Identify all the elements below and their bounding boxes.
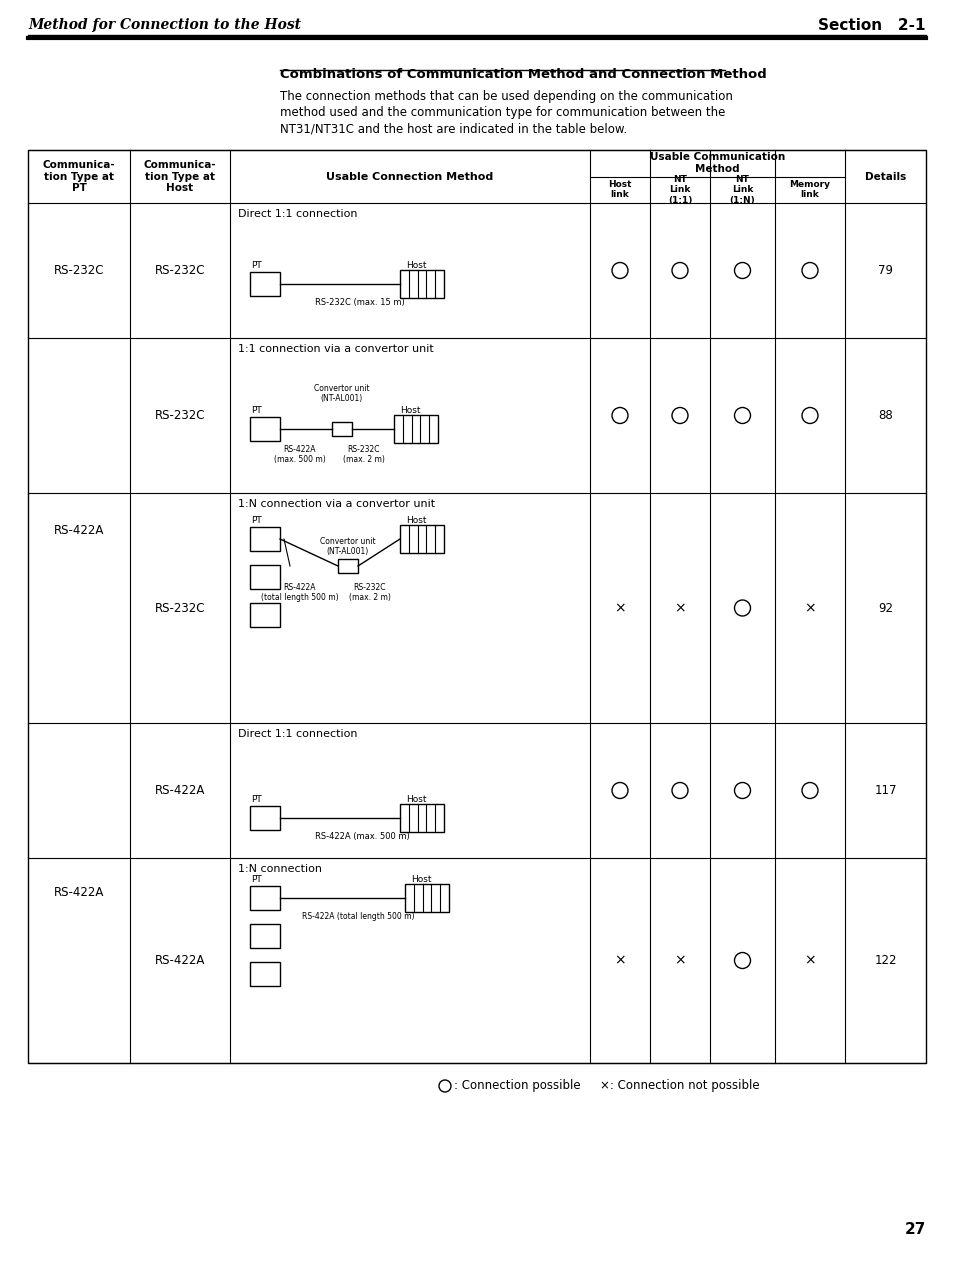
Text: 122: 122 — [873, 954, 896, 967]
Text: RS-232C
(max. 2 m): RS-232C (max. 2 m) — [343, 445, 384, 464]
Bar — [250, 273, 280, 295]
Text: 92: 92 — [877, 601, 892, 615]
Text: : Connection possible: : Connection possible — [454, 1079, 580, 1093]
Text: RS-422A: RS-422A — [53, 886, 104, 899]
Bar — [250, 604, 280, 626]
Text: ×: × — [803, 954, 815, 967]
Text: RS-422A (total length 500 m): RS-422A (total length 500 m) — [302, 912, 414, 921]
Text: Direct 1:1 connection: Direct 1:1 connection — [237, 729, 357, 739]
Text: Convertor unit
(NT-AL001): Convertor unit (NT-AL001) — [314, 384, 370, 403]
Text: 1:1 connection via a convertor unit: 1:1 connection via a convertor unit — [237, 344, 434, 354]
Text: ×: × — [674, 954, 685, 967]
Bar — [405, 884, 449, 912]
Text: Host: Host — [406, 795, 426, 804]
Text: 88: 88 — [877, 410, 892, 422]
Text: Details: Details — [864, 171, 905, 181]
Text: RS-422A
(max. 500 m): RS-422A (max. 500 m) — [274, 445, 326, 464]
Text: PT: PT — [251, 875, 261, 884]
Text: Convertor unit
(NT-AL001): Convertor unit (NT-AL001) — [320, 536, 375, 555]
Text: method used and the communication type for communication between the: method used and the communication type f… — [280, 107, 724, 119]
Bar — [250, 886, 280, 910]
Bar — [250, 924, 280, 948]
Text: RS-232C
(max. 2 m): RS-232C (max. 2 m) — [349, 583, 391, 602]
Text: The connection methods that can be used depending on the communication: The connection methods that can be used … — [280, 90, 732, 103]
Text: RS-422A
(total length 500 m): RS-422A (total length 500 m) — [261, 583, 338, 602]
Text: ×: × — [614, 601, 625, 615]
Text: Method for Connection to the Host: Method for Connection to the Host — [28, 18, 301, 32]
Text: PT: PT — [251, 406, 261, 415]
Text: RS-232C (max. 15 m): RS-232C (max. 15 m) — [314, 298, 404, 307]
Text: 1:N connection: 1:N connection — [237, 864, 322, 874]
Text: Memory
link: Memory link — [789, 180, 830, 199]
Bar — [250, 417, 280, 441]
Text: ×: × — [614, 954, 625, 967]
Text: Usable Communication
Method: Usable Communication Method — [649, 152, 784, 174]
Text: ×: × — [674, 601, 685, 615]
Text: PT: PT — [251, 516, 261, 525]
Text: Host
link: Host link — [608, 180, 631, 199]
Bar — [250, 566, 280, 590]
Bar — [337, 559, 357, 573]
Text: Communica-
tion Type at
PT: Communica- tion Type at PT — [43, 160, 115, 193]
Text: NT31/NT31C and the host are indicated in the table below.: NT31/NT31C and the host are indicated in… — [280, 122, 626, 134]
Text: 117: 117 — [873, 784, 896, 798]
Text: RS-232C: RS-232C — [154, 264, 205, 276]
Text: RS-422A (max. 500 m): RS-422A (max. 500 m) — [314, 832, 410, 841]
Bar — [399, 525, 443, 553]
Bar — [399, 270, 443, 298]
Text: Host: Host — [399, 406, 420, 415]
Text: RS-422A: RS-422A — [154, 784, 205, 798]
Bar — [332, 422, 352, 436]
Bar — [399, 804, 443, 832]
Text: Direct 1:1 connection: Direct 1:1 connection — [237, 209, 357, 219]
Text: Host: Host — [411, 875, 431, 884]
Text: 27: 27 — [903, 1222, 925, 1238]
Text: PT: PT — [251, 795, 261, 804]
Bar — [394, 415, 437, 443]
Text: 79: 79 — [877, 264, 892, 276]
Text: Combinations of Communication Method and Connection Method: Combinations of Communication Method and… — [280, 68, 766, 81]
Text: 1:N connection via a convertor unit: 1:N connection via a convertor unit — [237, 500, 435, 508]
Text: Section   2-1: Section 2-1 — [818, 18, 925, 33]
Text: Usable Connection Method: Usable Connection Method — [326, 171, 493, 181]
Text: Host: Host — [406, 516, 426, 525]
Bar — [250, 806, 280, 831]
Text: ×: Connection not possible: ×: Connection not possible — [599, 1079, 759, 1093]
Text: RS-422A: RS-422A — [154, 954, 205, 967]
Bar — [250, 962, 280, 987]
Text: NT
Link
(1:N): NT Link (1:N) — [729, 175, 755, 204]
Text: Host: Host — [406, 261, 426, 270]
Text: RS-232C: RS-232C — [154, 410, 205, 422]
Text: ×: × — [803, 601, 815, 615]
Text: PT: PT — [251, 261, 261, 270]
Text: RS-232C: RS-232C — [154, 601, 205, 615]
Bar — [250, 527, 280, 552]
Text: NT
Link
(1:1): NT Link (1:1) — [667, 175, 692, 204]
Text: RS-422A: RS-422A — [53, 524, 104, 538]
Text: Communica-
tion Type at
Host: Communica- tion Type at Host — [144, 160, 216, 193]
Text: RS-232C: RS-232C — [53, 264, 104, 276]
